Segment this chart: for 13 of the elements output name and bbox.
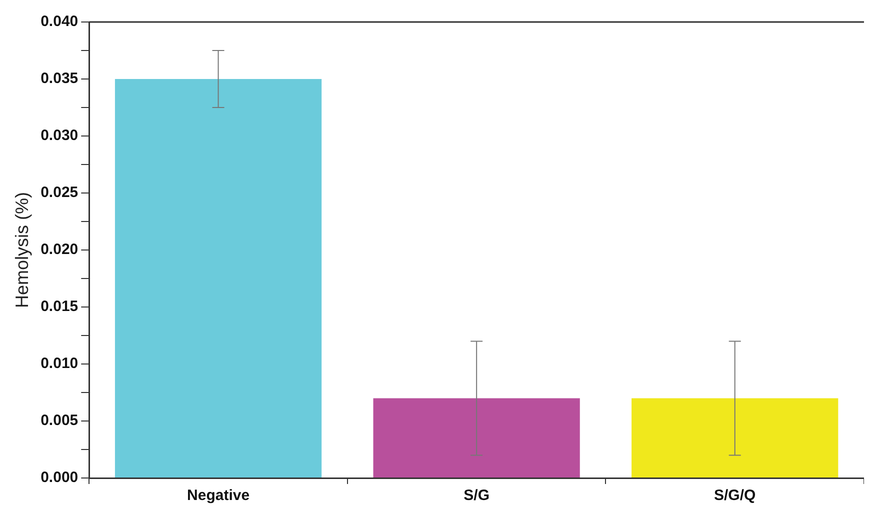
y-tick-label: 0.035 <box>40 70 78 88</box>
x-tick-label: S/G <box>464 487 490 504</box>
y-tick-label: 0.000 <box>40 469 78 486</box>
y-tick-label: 0.020 <box>40 241 78 258</box>
y-tick-label: 0.010 <box>40 355 78 372</box>
y-tick-label: 0.025 <box>40 184 78 202</box>
y-tick-label: 0.015 <box>40 298 78 316</box>
y-tick-label: 0.005 <box>40 412 78 430</box>
y-tick-label: 0.030 <box>40 127 78 144</box>
x-tick-label: S/G/Q <box>714 487 756 504</box>
y-tick-label: 0.040 <box>40 13 78 30</box>
x-tick-label: Negative <box>187 487 250 504</box>
y-axis-title: Hemolysis (%) <box>12 192 32 308</box>
